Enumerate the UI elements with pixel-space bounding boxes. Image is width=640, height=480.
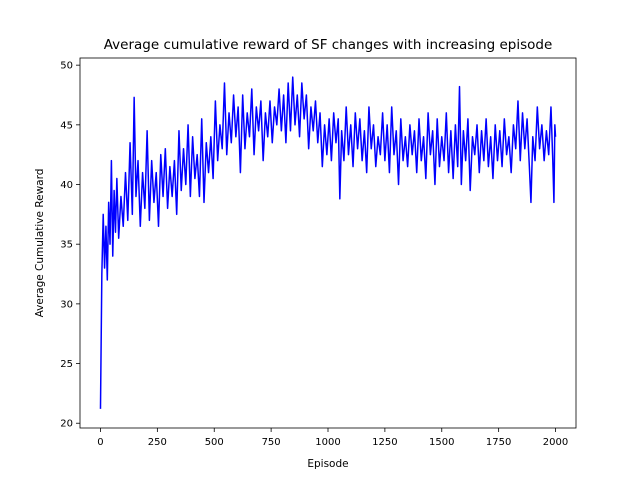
- y-tick-label: 30: [60, 299, 73, 310]
- chart-title: Average cumulative reward of SF changes …: [104, 37, 553, 53]
- y-tick-label: 50: [60, 61, 73, 72]
- x-tick-label: 0: [97, 437, 103, 448]
- x-tick-label: 1750: [486, 437, 511, 448]
- y-tick-label: 45: [60, 120, 73, 131]
- x-axis-label: Episode: [307, 458, 348, 470]
- x-axis: 0 250 500 750 1000 1250 1500 1750 2000: [97, 428, 568, 448]
- x-tick-label: 1250: [372, 437, 397, 448]
- series-layer: [99, 76, 557, 409]
- y-tick-label: 25: [60, 359, 73, 370]
- series-line-0: [99, 76, 557, 409]
- x-tick-label: 250: [148, 437, 167, 448]
- x-tick-label: 1500: [429, 437, 454, 448]
- y-axis-label: Average Cumulative Reward: [34, 169, 46, 318]
- y-axis: 20 25 30 35 40 45 50: [60, 61, 80, 430]
- y-tick-label: 35: [60, 240, 73, 251]
- y-tick-label: 20: [60, 419, 73, 430]
- x-tick-label: 750: [262, 437, 281, 448]
- plot-area: [80, 58, 576, 428]
- x-tick-label: 1000: [315, 437, 340, 448]
- y-tick-label: 40: [60, 180, 73, 191]
- x-tick-label: 500: [205, 437, 224, 448]
- x-tick-label: 2000: [543, 437, 568, 448]
